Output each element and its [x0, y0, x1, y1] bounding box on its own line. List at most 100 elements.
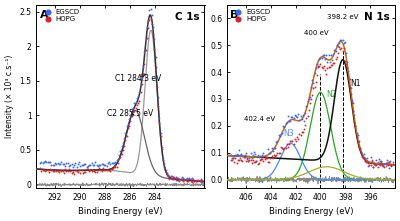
Point	[322, 69, 328, 72]
Point	[40, 168, 46, 172]
Point	[247, 158, 254, 162]
Point	[334, 43, 340, 46]
Point	[306, 98, 312, 101]
Point	[362, 156, 368, 160]
Point	[284, 121, 290, 124]
Point	[324, 67, 331, 70]
Point	[52, 168, 58, 172]
Point	[151, 37, 158, 41]
Point	[304, 114, 311, 118]
Point	[48, 163, 55, 167]
Point	[111, 161, 117, 165]
Point	[303, 116, 310, 120]
Point	[78, 169, 85, 172]
Point	[388, 164, 395, 167]
Point	[86, 163, 92, 166]
Point	[140, 65, 146, 69]
Point	[111, 164, 117, 168]
Point	[185, 177, 192, 181]
Point	[294, 115, 300, 119]
Point	[136, 99, 142, 103]
Point	[104, 164, 110, 167]
Point	[186, 176, 193, 180]
Point	[105, 168, 111, 172]
Point	[314, 63, 320, 66]
Point	[366, 161, 372, 164]
Point	[51, 164, 57, 167]
Point	[363, 160, 369, 163]
Point	[329, 58, 335, 62]
Point	[299, 117, 305, 120]
Point	[245, 159, 252, 162]
Point	[377, 164, 383, 167]
Point	[91, 164, 97, 167]
Point	[281, 146, 288, 149]
Point	[344, 66, 350, 70]
Point	[92, 161, 98, 164]
Point	[186, 177, 193, 180]
Point	[146, 8, 152, 11]
Point	[66, 164, 72, 168]
Point	[349, 100, 355, 104]
Point	[124, 124, 130, 128]
Point	[194, 179, 200, 182]
Point	[293, 114, 299, 118]
Point	[233, 152, 240, 156]
Point	[356, 145, 362, 149]
Point	[360, 152, 367, 156]
Point	[281, 125, 288, 129]
Point	[158, 131, 164, 135]
Point	[51, 169, 57, 173]
Point	[339, 39, 346, 42]
Point	[135, 102, 141, 105]
Point	[47, 168, 53, 171]
Point	[141, 62, 148, 65]
Point	[120, 149, 126, 152]
Point	[198, 178, 204, 182]
Point	[328, 53, 334, 57]
Point	[256, 161, 262, 165]
Point	[344, 60, 350, 64]
Point	[71, 163, 77, 167]
Point	[87, 163, 94, 167]
Point	[112, 165, 119, 168]
Point	[248, 161, 255, 164]
Point	[70, 165, 76, 169]
Point	[132, 107, 139, 110]
Point	[38, 169, 44, 172]
Point	[125, 123, 131, 126]
Point	[362, 159, 368, 163]
Point	[352, 124, 358, 128]
Point	[358, 151, 364, 154]
Point	[124, 134, 130, 138]
Point	[239, 154, 246, 157]
Point	[37, 166, 43, 170]
Point	[48, 168, 55, 172]
Point	[265, 160, 271, 164]
Point	[38, 160, 44, 164]
Point	[53, 169, 60, 173]
Point	[232, 157, 239, 160]
Point	[229, 156, 235, 160]
Point	[246, 156, 253, 159]
Point	[316, 57, 322, 61]
Point	[268, 147, 275, 150]
Point	[195, 179, 202, 182]
Point	[314, 73, 320, 77]
Point	[166, 174, 172, 177]
Point	[376, 162, 382, 166]
Point	[114, 165, 120, 168]
Point	[380, 165, 386, 168]
Point	[134, 96, 140, 100]
Point	[150, 33, 156, 36]
Point	[279, 146, 285, 149]
Point	[199, 181, 205, 184]
Point	[62, 164, 68, 168]
Point	[312, 85, 318, 88]
Point	[258, 157, 264, 160]
Point	[171, 177, 178, 181]
Point	[179, 175, 185, 179]
Point	[266, 161, 272, 164]
Point	[176, 179, 183, 183]
Point	[360, 156, 367, 159]
